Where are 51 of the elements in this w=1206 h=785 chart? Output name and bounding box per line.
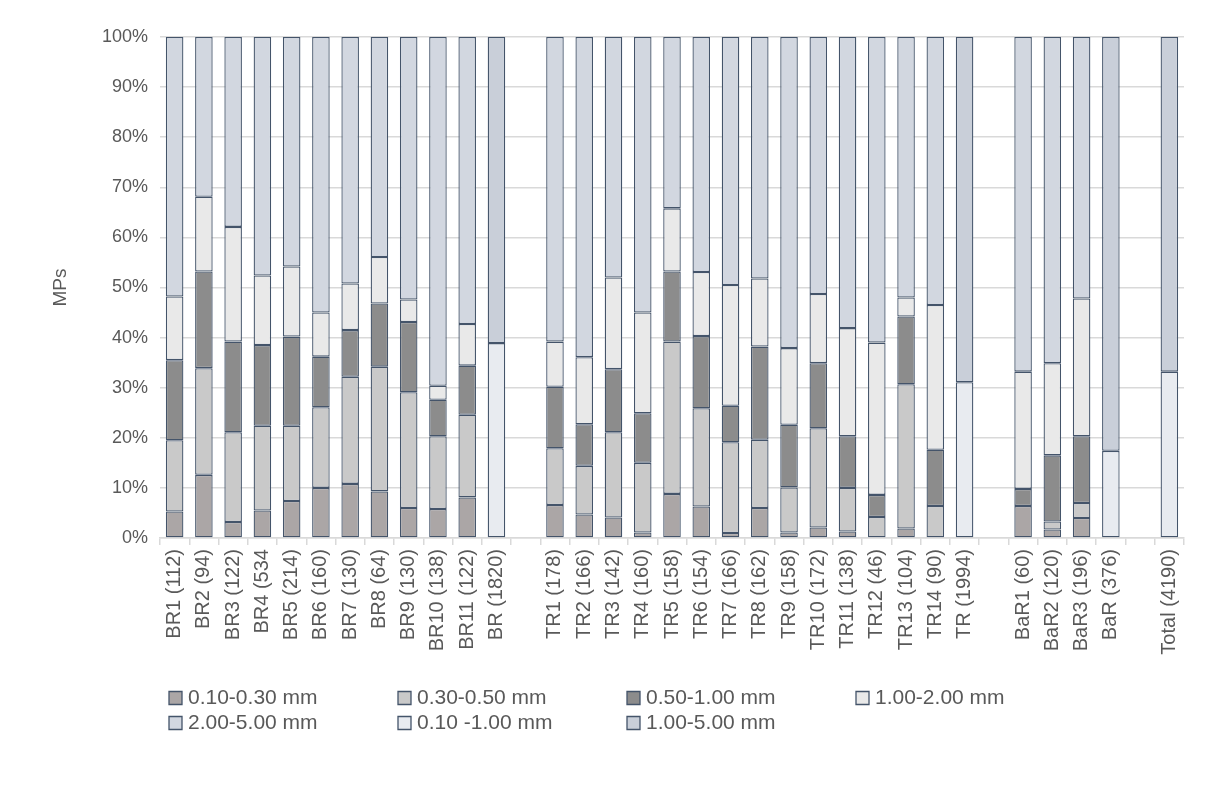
x-tick-label: BR3 (122) <box>220 549 243 641</box>
x-tick-label: BR6 (160) <box>308 549 331 641</box>
x-tick-label: TR1 (178) <box>542 549 565 640</box>
x-tick-label: BaR3 (196) <box>1069 549 1092 652</box>
x-tick-label: TR3 (142) <box>601 549 623 640</box>
x-tick-label: BR (1820) <box>483 549 506 641</box>
y-tick-label: 60% <box>111 226 148 247</box>
x-tick-label: BR8 (64) <box>366 549 389 630</box>
x-tick-label: Total (4190) <box>1156 549 1179 655</box>
y-tick-label: 0% <box>121 526 148 547</box>
x-tick-label: TR11 (138) <box>835 549 858 649</box>
y-tick-label: 80% <box>111 126 148 147</box>
x-tick-label: BR1 (112) <box>162 549 185 639</box>
legend-label: 1.00-2.00 mm <box>875 684 1005 708</box>
x-tick-label: BR9 (130) <box>396 549 419 641</box>
legend-label: 0.30-0.50 mm <box>417 684 547 708</box>
y-tick-label: 20% <box>111 426 148 447</box>
y-tick-label: 90% <box>111 76 148 97</box>
y-axis-title: MPs <box>48 268 70 307</box>
x-tick-label: TR4 (160) <box>630 549 653 640</box>
x-tick-label: TR10 (172) <box>805 549 828 651</box>
x-tick-label: TR7 (166) <box>718 549 741 640</box>
legend-label: 0.50-1.00 mm <box>646 684 776 708</box>
x-tick-label: BR4 (534 <box>249 549 272 634</box>
x-tick-label: BR11 (122) <box>454 549 477 650</box>
legend-label: 1.00-5.00 mm <box>646 709 776 733</box>
x-tick-label: BaR2 (120) <box>1039 549 1062 652</box>
x-tick-label: TR8 (162) <box>747 549 770 640</box>
legend-label: 0.10 -1.00 mm <box>417 709 553 733</box>
y-tick-label: 100% <box>101 25 148 46</box>
x-tick-label: TR2 (166) <box>571 549 594 640</box>
x-tick-label: TR13 (104) <box>893 549 916 651</box>
y-tick-label: 10% <box>111 476 148 497</box>
legend-label: 2.00-5.00 mm <box>188 709 318 733</box>
x-tick-label: BR2 (94) <box>191 549 214 630</box>
x-tick-label: BR5 (214) <box>279 549 302 641</box>
y-tick-label: 30% <box>111 376 148 397</box>
x-tick-label: BaR1 (60) <box>1010 549 1033 641</box>
legend-label: 0.10-0.30 mm <box>188 684 318 708</box>
x-tick-label: TR (1994) <box>952 549 975 640</box>
y-tick-label: 70% <box>111 176 148 197</box>
x-tick-label: BaR (376) <box>1098 549 1121 641</box>
x-tick-label: TR12 (46) <box>864 549 887 640</box>
x-tick-label: TR14 (90) <box>922 549 945 640</box>
x-tick-label: BR7 (130) <box>337 549 360 641</box>
x-tick-label: TR5 (158) <box>659 549 682 640</box>
x-tick-label: BR10 (138) <box>425 549 448 652</box>
x-tick-label: TR6 (154) <box>688 549 711 640</box>
x-tick-label: TR9 (158) <box>776 549 799 640</box>
y-tick-label: 40% <box>111 326 148 347</box>
y-tick-label: 50% <box>111 276 148 297</box>
